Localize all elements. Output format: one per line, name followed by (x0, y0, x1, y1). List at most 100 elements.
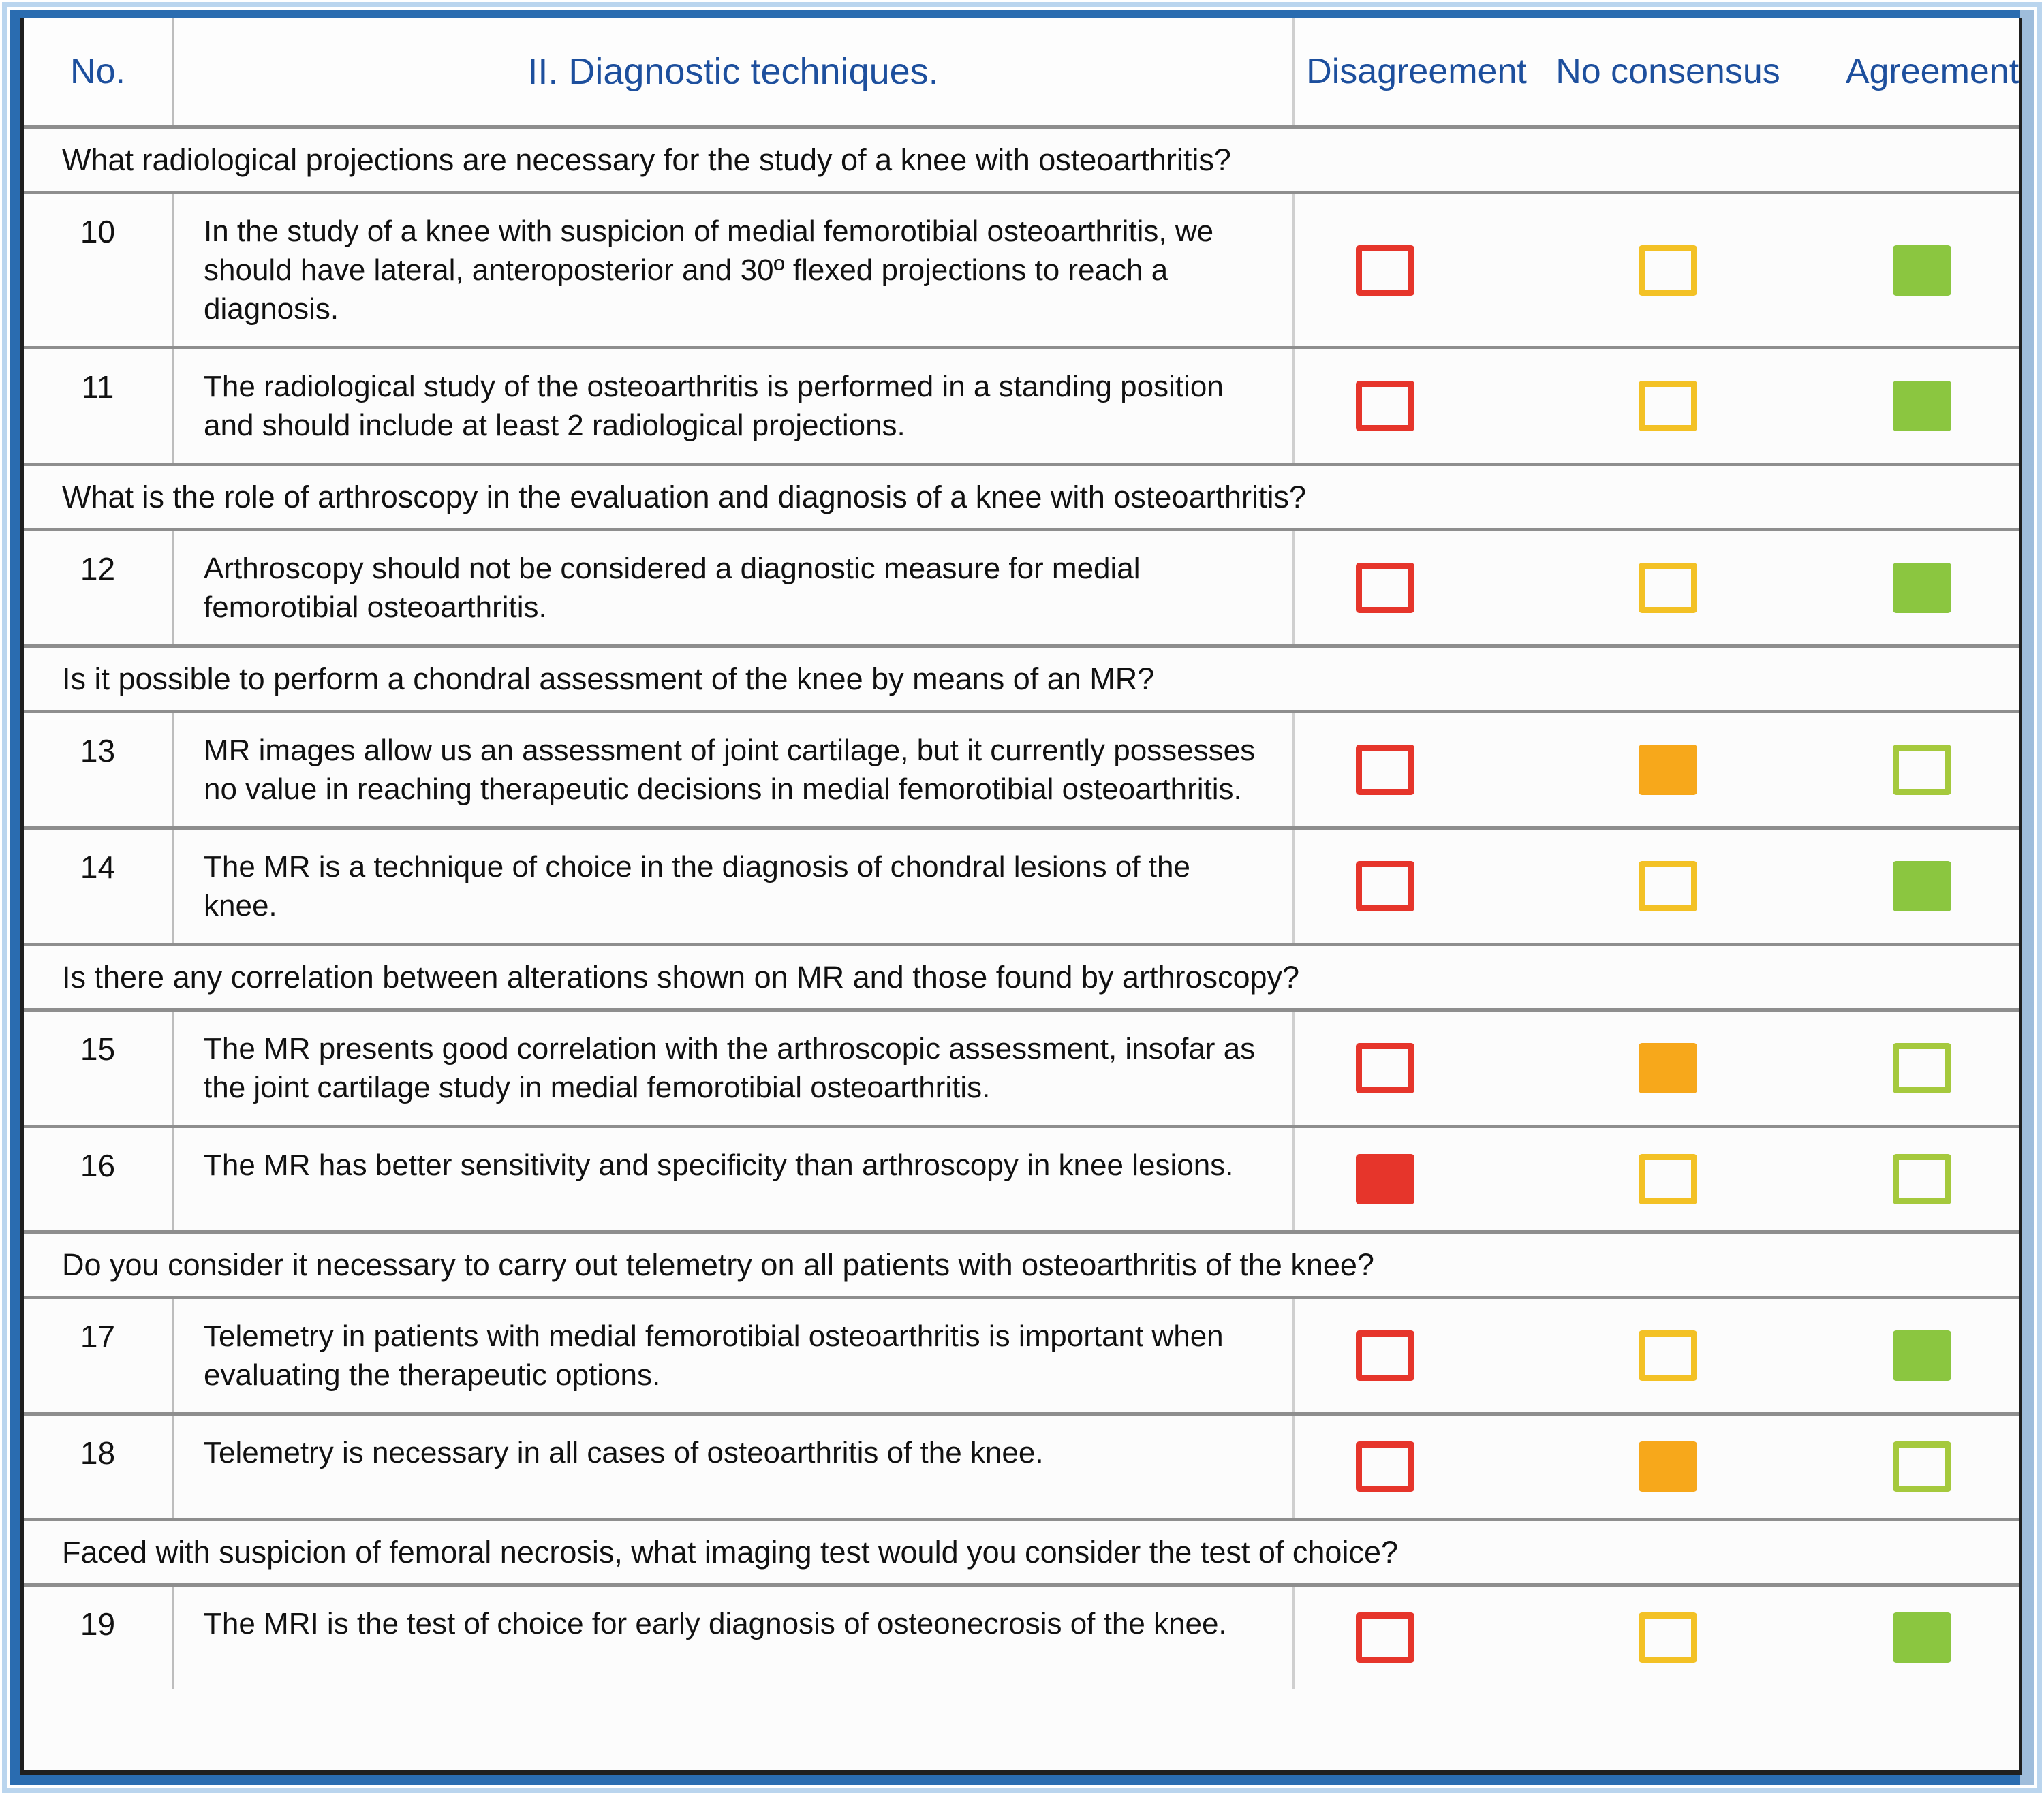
disagreement-cell (1295, 1416, 1538, 1518)
agreement-mark-empty (1893, 1154, 1951, 1204)
section-question: Is it possible to perform a chondral ass… (62, 661, 1155, 696)
no-consensus-cell (1538, 531, 1797, 644)
disagreement-mark-empty (1356, 1330, 1414, 1381)
section-question-row: Is there any correlation between alterat… (24, 943, 2019, 1008)
statement-text: The radiological study of the osteoarthr… (174, 349, 1295, 463)
statement-text: Arthroscopy should not be considered a d… (174, 531, 1295, 644)
no-consensus-mark-empty (1639, 861, 1697, 911)
section-question-row: What is the role of arthroscopy in the e… (24, 463, 2019, 528)
row-number: 19 (24, 1587, 174, 1689)
disagreement-mark-empty (1356, 1043, 1414, 1093)
row-number: 13 (24, 713, 174, 826)
no-consensus-mark-empty (1639, 1154, 1697, 1204)
row-number: 15 (24, 1012, 174, 1125)
row-number: 18 (24, 1416, 174, 1518)
agreement-cell (1797, 1416, 2019, 1518)
section-question-row: What radiological projections are necess… (24, 125, 2019, 191)
frame-white-band: No. II. Diagnostic techniques. Disagreem… (7, 7, 2037, 1788)
agreement-cell (1797, 1299, 2019, 1412)
statement-row: 15 The MR presents good correlation with … (24, 1008, 2019, 1125)
no-consensus-mark-empty (1639, 1330, 1697, 1381)
statement-row: 12 Arthroscopy should not be considered a… (24, 528, 2019, 644)
disagreement-cell (1295, 1012, 1538, 1125)
consensus-table: No. II. Diagnostic techniques. Disagreem… (20, 18, 2022, 1775)
column-header-no-consensus: No consensus (1555, 52, 1780, 91)
disagreement-mark-empty (1356, 861, 1414, 911)
section-question-row: Is it possible to perform a chondral ass… (24, 644, 2019, 710)
no-consensus-mark-empty (1639, 1612, 1697, 1663)
agreement-mark-filled (1893, 563, 1951, 613)
agreement-cell (1797, 713, 2019, 826)
no-consensus-cell (1538, 194, 1797, 346)
no-consensus-mark-empty (1639, 563, 1697, 613)
section-question-row: Faced with suspicion of femoral necrosis… (24, 1518, 2019, 1583)
disagreement-cell (1295, 531, 1538, 644)
statement-text: The MR presents good correlation with th… (174, 1012, 1295, 1125)
no-consensus-mark-filled (1639, 1043, 1697, 1093)
disagreement-cell (1295, 194, 1538, 346)
agreement-mark-filled (1893, 245, 1951, 296)
column-header-disagreement: Disagreement (1306, 52, 1527, 91)
agreement-mark-empty (1893, 1043, 1951, 1093)
row-number: 16 (24, 1128, 174, 1230)
disagreement-cell (1295, 349, 1538, 463)
row-number: 11 (24, 349, 174, 463)
disagreement-mark-empty (1356, 1612, 1414, 1663)
no-consensus-cell (1538, 713, 1797, 826)
section-question: What radiological projections are necess… (62, 142, 1231, 177)
statement-text: The MR has better sensitivity and specif… (174, 1128, 1295, 1230)
agreement-cell (1797, 349, 2019, 463)
disagreement-cell (1295, 1587, 1538, 1689)
row-number: 10 (24, 194, 174, 346)
no-consensus-cell (1538, 1587, 1797, 1689)
disagreement-cell (1295, 830, 1538, 943)
statement-row: 18 Telemetry is necessary in all cases of… (24, 1412, 2019, 1518)
agreement-cell (1797, 194, 2019, 346)
column-header-no: No. (24, 18, 174, 125)
disagreement-cell (1295, 713, 1538, 826)
no-consensus-mark-empty (1639, 245, 1697, 296)
table-header-row: No. II. Diagnostic techniques. Disagreem… (24, 18, 2019, 125)
disagreement-mark-empty (1356, 245, 1414, 296)
agreement-cell (1797, 1587, 2019, 1689)
agreement-cell (1797, 531, 2019, 644)
section-question: What is the role of arthroscopy in the e… (62, 479, 1307, 514)
table-body: What radiological projections are necess… (24, 125, 2019, 1689)
frame-blue-band: No. II. Diagnostic techniques. Disagreem… (10, 10, 2034, 1785)
statement-text: Telemetry in patients with medial femoro… (174, 1299, 1295, 1412)
disagreement-mark-empty (1356, 563, 1414, 613)
disagreement-cell (1295, 1299, 1538, 1412)
agreement-cell (1797, 1128, 2019, 1230)
statement-row: 19 The MRI is the test of choice for earl… (24, 1583, 2019, 1689)
disagreement-mark-filled (1356, 1154, 1414, 1204)
statement-row: 17 Telemetry in patients with medial femo… (24, 1296, 2019, 1412)
statement-text: The MRI is the test of choice for early … (174, 1587, 1295, 1689)
agreement-cell (1797, 1012, 2019, 1125)
row-number: 17 (24, 1299, 174, 1412)
agreement-mark-filled (1893, 381, 1951, 431)
no-consensus-cell (1538, 1012, 1797, 1125)
agreement-cell (1797, 830, 2019, 943)
table-title: II. Diagnostic techniques. (174, 18, 1295, 125)
disagreement-mark-empty (1356, 381, 1414, 431)
section-question-row: Do you consider it necessary to carry ou… (24, 1230, 2019, 1296)
disagreement-cell (1295, 1128, 1538, 1230)
section-question: Do you consider it necessary to carry ou… (62, 1247, 1374, 1282)
agreement-mark-empty (1893, 1441, 1951, 1492)
agreement-mark-filled (1893, 1612, 1951, 1663)
agreement-mark-filled (1893, 861, 1951, 911)
no-consensus-cell (1538, 830, 1797, 943)
section-question: Is there any correlation between alterat… (62, 959, 1300, 995)
no-consensus-cell (1538, 1416, 1797, 1518)
statement-text: MR images allow us an assessment of join… (174, 713, 1295, 826)
disagreement-mark-empty (1356, 1441, 1414, 1492)
statement-row: 14 The MR is a technique of choice in the… (24, 826, 2019, 943)
statement-text: In the study of a knee with suspicion of… (174, 194, 1295, 346)
statement-text: The MR is a technique of choice in the d… (174, 830, 1295, 943)
statement-row: 11 The radiological study of the osteoart… (24, 346, 2019, 463)
statement-text: Telemetry is necessary in all cases of o… (174, 1416, 1295, 1518)
section-question: Faced with suspicion of femoral necrosis… (62, 1534, 1398, 1570)
row-number: 14 (24, 830, 174, 943)
